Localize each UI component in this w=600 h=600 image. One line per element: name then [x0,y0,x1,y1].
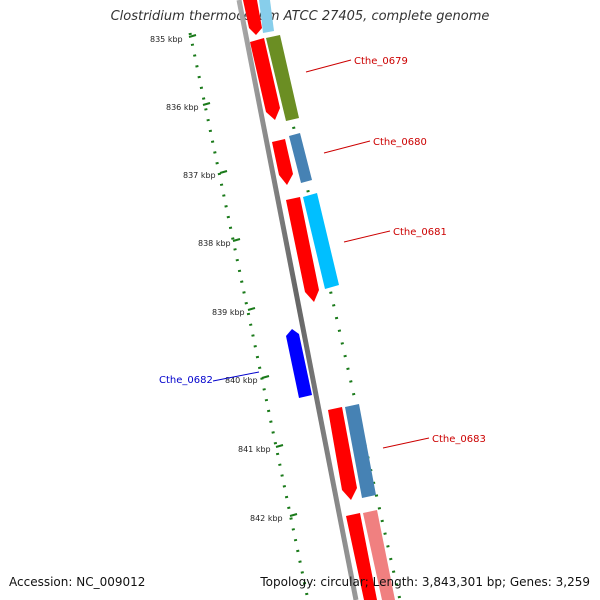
ruler-tick [188,34,197,38]
genome-summary-text: Topology: circular; Length: 3,843,301 bp… [260,575,590,589]
gene-features-bottom [346,510,395,600]
cds-feature[interactable] [250,38,280,120]
cds-feature[interactable] [272,139,293,185]
gene-label-leader [343,230,391,243]
ruler-tick [275,444,284,448]
gene-feature[interactable] [363,510,395,600]
gene-cthe-0683[interactable] [328,404,376,500]
ruler-label: 835 kbp [150,35,183,44]
gene-cthe-0681[interactable] [286,193,339,302]
ruler-label: 839 kbp [212,308,245,317]
gene-label-leader [323,140,371,154]
gene-label-cthe-0682[interactable]: Cthe_0682 [159,375,213,386]
gene-cthe-0680[interactable] [272,133,312,185]
accession-text: Accession: NC_009012 [9,575,146,589]
ruler-label: 841 kbp [238,445,271,454]
cds-feature[interactable] [286,329,312,398]
ruler-label: 842 kbp [250,514,283,523]
gene-labels: Cthe_0679 Cthe_0680 Cthe_0681 Cthe_0682 … [159,56,486,445]
gene-feature[interactable] [345,404,376,498]
ruler-tick [247,307,256,311]
gene-label-leader [382,437,430,449]
gene-feature[interactable] [259,0,274,33]
gene-label-leader [305,59,352,73]
gene-label-cthe-0680[interactable]: Cthe_0680 [373,137,427,148]
genome-title: Clostridium thermocellum ATCC 27405, com… [110,9,490,24]
ruler-label: 838 kbp [198,239,231,248]
cds-feature[interactable] [328,407,357,500]
gene-features-top [243,0,274,35]
ruler-label: 836 kbp [166,103,199,112]
gene-label-cthe-0679[interactable]: Cthe_0679 [354,56,408,67]
ruler-tick [202,102,211,106]
ruler-tick [232,238,241,242]
gene-label-cthe-0683[interactable]: Cthe_0683 [432,434,486,445]
gene-label-leaders [212,59,430,449]
ruler-tick [261,375,270,379]
gene-feature[interactable] [289,133,312,183]
cds-feature[interactable] [286,197,319,302]
cds-feature[interactable] [243,0,262,35]
gene-label-cthe-0681[interactable]: Cthe_0681 [393,227,447,238]
ruler-tick [219,170,228,174]
gene-label-leader [212,371,260,382]
gene-feature[interactable] [303,193,339,289]
cds-feature[interactable] [346,513,377,600]
genome-backbone [236,0,359,600]
ruler-tick [289,513,298,517]
ruler-label: 840 kbp [225,376,258,385]
ruler-labels: 835 kbp 836 kbp 837 kbp 838 kbp 839 kbp … [150,35,283,523]
ruler-label: 837 kbp [183,171,216,180]
ruler-ticks [188,34,298,517]
gene-cthe-0679[interactable] [250,35,299,121]
gene-cthe-0682[interactable] [286,329,312,398]
gene-feature[interactable] [266,35,299,121]
